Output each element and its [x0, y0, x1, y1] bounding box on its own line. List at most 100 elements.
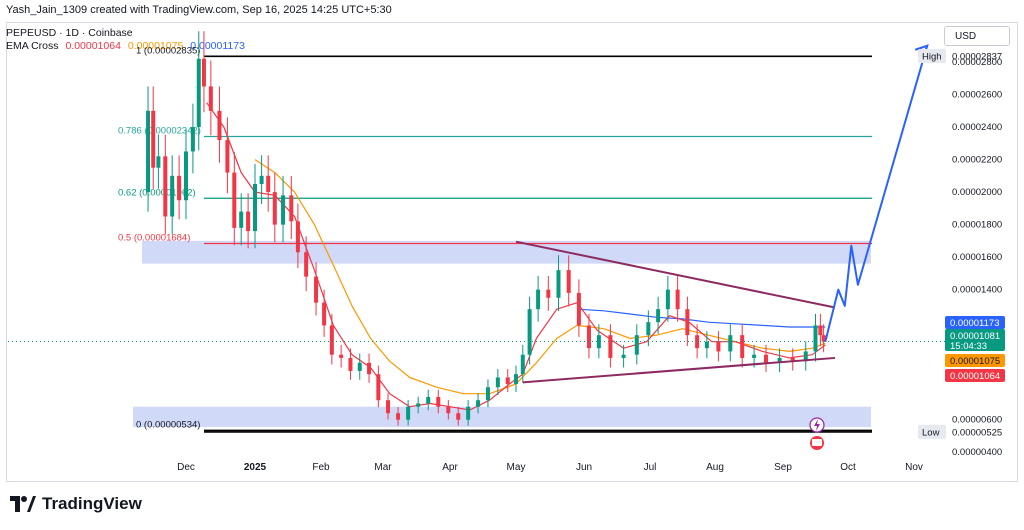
- candle-body: [485, 387, 490, 401]
- fib-label-4: 0 (0.00000534): [136, 419, 200, 430]
- candle-body: [495, 377, 500, 388]
- candle-body: [322, 302, 327, 326]
- candle-body: [556, 270, 561, 298]
- price-badge-value: 0.00001081: [950, 331, 1000, 342]
- candle-body: [386, 400, 391, 414]
- candle-body: [704, 341, 709, 349]
- candle-body: [177, 175, 182, 201]
- candle-body: [586, 325, 591, 349]
- candle-body: [514, 374, 518, 384]
- candle-body: [505, 377, 510, 384]
- candle-body: [239, 211, 244, 228]
- price-badge-ema_fast[interactable]: [945, 369, 1005, 382]
- fib-label-3: 0.5 (0.00001684): [118, 232, 190, 243]
- candle-body: [803, 351, 808, 362]
- price-badge-value: 0.00001075: [950, 356, 1000, 367]
- ema-slow-line: [254, 159, 826, 395]
- x-tick-label: Oct: [840, 462, 856, 473]
- candle-body: [396, 413, 401, 420]
- marker-low-value: 0.00000525: [952, 427, 1002, 438]
- y-tick-label: 0.00001400: [952, 285, 1002, 296]
- ema-long-line: [577, 308, 826, 328]
- y-tick-label: 0.00002800: [952, 57, 1002, 68]
- candle-body: [170, 175, 175, 217]
- brand-name: TradingView: [42, 494, 142, 513]
- candle-body: [190, 127, 195, 152]
- candle-body: [752, 354, 757, 358]
- y-tick-label: 0.00001800: [952, 220, 1002, 231]
- ema-fast-value: 0.00001064: [65, 40, 121, 52]
- candle-body: [546, 289, 551, 298]
- candle-body: [225, 140, 230, 173]
- x-tick-label: Jun: [576, 462, 592, 473]
- x-tick-label: Mar: [374, 462, 392, 473]
- symbol-line[interactable]: PEPEUSD · 1D · Coinbase: [6, 27, 133, 39]
- x-tick-label: Nov: [905, 462, 923, 473]
- tradingview-logo[interactable]: TradingView: [10, 494, 142, 514]
- candle-body: [217, 110, 222, 141]
- marker-high-label: High: [922, 51, 942, 62]
- candle-body: [357, 362, 362, 371]
- candle-body: [634, 335, 639, 355]
- projection-path[interactable]: [824, 45, 929, 342]
- candle-body: [685, 309, 690, 336]
- candle-body: [596, 335, 601, 349]
- y-tick-label: 0.00001600: [952, 252, 1002, 263]
- price-badge-value: 0.00001064: [950, 371, 1000, 382]
- candle-body: [289, 195, 294, 222]
- x-tick-label: Apr: [442, 462, 458, 473]
- y-tick-label: 0.00002400: [952, 122, 1002, 133]
- fib-label-2: 0.62 (0.00001962): [118, 187, 196, 198]
- candle-body: [329, 325, 334, 355]
- lower-zone: [133, 406, 871, 428]
- triangle-upper-line[interactable]: [515, 240, 836, 309]
- candle-body: [146, 110, 151, 193]
- candle-body: [608, 335, 613, 358]
- y-tick-label: 0.00000600: [952, 415, 1002, 426]
- x-tick-label: May: [507, 462, 526, 473]
- candle-body: [184, 151, 188, 201]
- candle-body: [446, 406, 451, 414]
- currency-selector[interactable]: USD: [944, 26, 1010, 46]
- candle-body: [813, 325, 818, 352]
- candle-body: [156, 156, 161, 168]
- candle-body: [740, 335, 745, 358]
- marker-high-tag: [918, 48, 946, 63]
- candle-body: [367, 362, 372, 375]
- candle-body: [656, 309, 661, 323]
- candle-body: [348, 357, 353, 371]
- candle-body: [151, 110, 156, 168]
- marker-low-label: Low: [922, 427, 940, 438]
- triangle-lower-line[interactable]: [522, 356, 836, 384]
- candle-body: [208, 86, 213, 111]
- candle-body: [406, 406, 411, 420]
- candle-body: [281, 195, 286, 225]
- candle-body: [304, 252, 309, 277]
- candle-body: [476, 400, 481, 407]
- candle-body: [790, 357, 795, 362]
- price-badge-price[interactable]: [945, 329, 1005, 351]
- y-tick-label: 0.00002000: [952, 187, 1002, 198]
- candle-body: [466, 406, 471, 420]
- candle-body: [520, 354, 525, 375]
- marker-low-tag: [918, 424, 946, 439]
- price-badge-countdown: 15:04:33: [950, 341, 987, 352]
- candle-body: [566, 270, 571, 293]
- y-tick-label: 0.00002200: [952, 155, 1002, 166]
- price-badge-ema_long[interactable]: [945, 316, 1005, 329]
- y-tick-label: 0.00000400: [952, 447, 1002, 458]
- candle-body: [536, 289, 541, 310]
- x-tick-label: Jul: [644, 462, 657, 473]
- candle-body: [456, 413, 461, 420]
- ema-slow-value: 0.00001075: [127, 40, 184, 52]
- candle-body: [675, 289, 680, 310]
- x-tick-label: Dec: [177, 462, 195, 473]
- upper-zone: [142, 240, 871, 264]
- candle-body: [665, 289, 670, 310]
- attribution: Yash_Jain_1309 created with TradingView.…: [6, 4, 392, 16]
- x-tick-label: 2025: [244, 462, 267, 473]
- fib-label-0: 1 (0.00002835): [136, 45, 200, 56]
- price-badge-ema_slow[interactable]: [945, 354, 1005, 367]
- x-tick-label: Aug: [706, 462, 724, 473]
